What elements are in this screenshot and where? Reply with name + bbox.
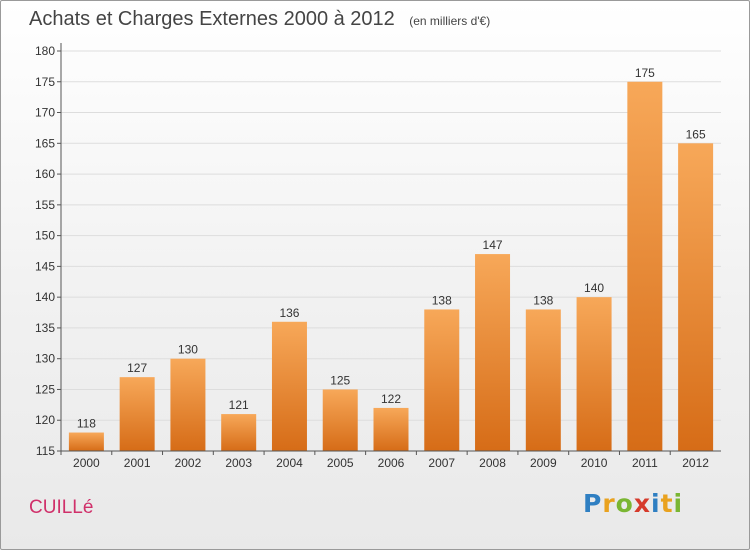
logo-letter: i xyxy=(673,489,684,518)
chart-subtitle: (en milliers d'€) xyxy=(409,14,491,28)
logo-letter: x xyxy=(633,489,651,518)
axes xyxy=(57,43,721,455)
bar xyxy=(271,321,307,451)
bar-value-label: 125 xyxy=(330,373,350,387)
y-tick-label: 170 xyxy=(35,106,55,120)
bar-value-label: 147 xyxy=(483,238,503,252)
bar-value-label: 136 xyxy=(279,306,299,320)
x-tick-label: 2006 xyxy=(378,456,405,470)
logo-letter: i xyxy=(651,489,661,518)
bar-value-label: 127 xyxy=(127,361,147,375)
x-tick-label: 2003 xyxy=(225,456,252,470)
bar xyxy=(170,358,206,451)
bar-value-label: 121 xyxy=(229,398,249,412)
labels: 115 120 125 130 135 140 145 150 155 160 165 170 175 1… xyxy=(35,44,709,470)
y-tick-label: 140 xyxy=(35,290,55,304)
bar xyxy=(68,432,104,451)
bar xyxy=(322,389,358,451)
logo-letter: o xyxy=(615,489,634,518)
x-tick-label: 2008 xyxy=(479,456,506,470)
bar-value-label: 138 xyxy=(432,293,452,307)
x-tick-label: 2004 xyxy=(276,456,303,470)
x-tick-label: 2010 xyxy=(581,456,608,470)
logo-letter: P xyxy=(583,489,603,518)
bar-value-label: 165 xyxy=(686,127,706,141)
x-tick-label: 2007 xyxy=(428,456,455,470)
y-tick-label: 175 xyxy=(35,75,55,89)
y-tick-label: 180 xyxy=(35,44,55,58)
bars xyxy=(68,81,714,452)
bar-value-label: 175 xyxy=(635,66,655,80)
y-tick-label: 160 xyxy=(35,167,55,181)
x-tick-label: 2001 xyxy=(124,456,151,470)
logo-letter: t xyxy=(660,489,674,518)
bar-value-label: 118 xyxy=(77,417,96,431)
grid-lines xyxy=(61,50,721,421)
bar xyxy=(627,81,663,452)
bar-value-label: 130 xyxy=(178,343,198,357)
x-tick-label: 2002 xyxy=(175,456,202,470)
bar-value-label: 140 xyxy=(584,281,604,295)
commune-name: CUILLé xyxy=(29,497,94,518)
x-tick-label: 2011 xyxy=(632,456,658,470)
x-tick-label: 2005 xyxy=(327,456,354,470)
bar xyxy=(119,377,155,451)
bar-value-label: 138 xyxy=(533,293,553,307)
bar xyxy=(678,143,714,452)
y-tick-label: 145 xyxy=(35,259,55,273)
chart-title-main: Achats et Charges Externes 2000 à 2012 xyxy=(29,8,395,30)
bar xyxy=(221,414,257,451)
logo-letter: r xyxy=(602,489,616,518)
chart-title: Achats et Charges Externes 2000 à 2012 (… xyxy=(29,8,490,31)
bar xyxy=(525,309,561,451)
bar xyxy=(475,254,511,451)
bar xyxy=(576,297,612,451)
x-tick-label: 2012 xyxy=(682,456,709,470)
bar xyxy=(373,407,409,451)
proxiti-logo: Proxiti xyxy=(583,489,683,518)
bar-value-label: 122 xyxy=(381,392,401,406)
y-tick-label: 155 xyxy=(35,198,55,212)
y-tick-label: 120 xyxy=(35,413,55,427)
bar xyxy=(424,309,460,451)
y-tick-label: 135 xyxy=(35,321,55,335)
y-tick-label: 150 xyxy=(35,229,55,243)
y-tick-label: 115 xyxy=(36,444,55,458)
y-tick-label: 165 xyxy=(35,136,55,150)
x-tick-label: 2000 xyxy=(73,456,100,470)
y-tick-label: 130 xyxy=(35,352,55,366)
x-tick-label: 2009 xyxy=(530,456,557,470)
y-tick-label: 125 xyxy=(35,382,55,396)
